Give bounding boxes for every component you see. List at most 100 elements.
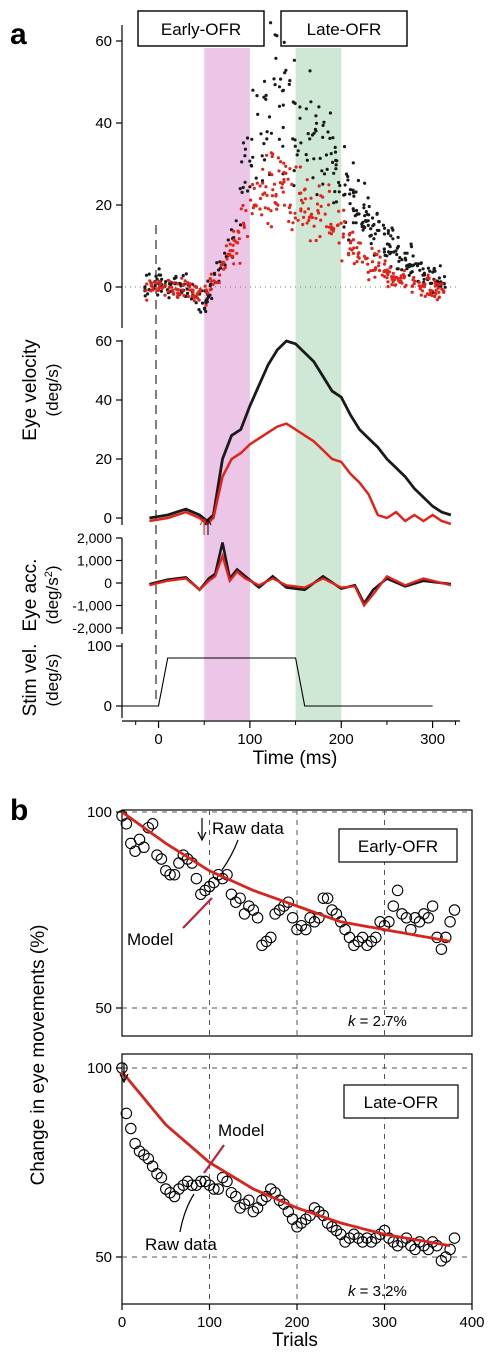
trial-point (171, 290, 175, 294)
early-raw-point (440, 931, 452, 944)
trial-point (403, 285, 407, 289)
trial-point (355, 260, 359, 264)
early-raw-point (203, 880, 216, 893)
trial-point (396, 267, 400, 271)
late-raw-point (212, 1183, 225, 1195)
trial-point (147, 272, 151, 276)
trial-point (362, 203, 366, 207)
trial-point (196, 291, 200, 295)
early-raw-point (396, 908, 408, 920)
trial-point (249, 198, 253, 202)
trial-point (400, 281, 404, 285)
trial-point (181, 283, 185, 288)
trial-point (386, 250, 391, 254)
trial-point (352, 262, 356, 266)
early-raw-point (326, 904, 338, 916)
stimulus-plot: 100 0 (87, 638, 433, 718)
trial-point (314, 216, 318, 220)
trial-point (385, 268, 389, 272)
trial-point (288, 211, 292, 215)
trial-point (383, 269, 387, 273)
trial-point (259, 132, 263, 136)
trial-point (170, 285, 174, 289)
trial-point (144, 273, 149, 277)
trial-point (390, 277, 394, 281)
trial-point (392, 250, 396, 254)
trial-point (327, 189, 331, 193)
trial-point (389, 234, 393, 238)
trial-point (163, 283, 167, 287)
trial-point (232, 229, 236, 233)
trial-point (366, 219, 370, 223)
late-raw-point (273, 1194, 286, 1207)
trial-point (196, 296, 200, 300)
trial-point (299, 207, 303, 211)
trial-point (338, 183, 342, 188)
trial-point (435, 279, 440, 283)
trial-point (262, 142, 266, 146)
trial-point (222, 267, 226, 271)
mean-velocity-red-line (149, 422, 452, 526)
trial-point (348, 188, 352, 192)
trial-point (243, 147, 247, 151)
early-raw-point (361, 939, 373, 952)
panel-b-y-label: Change in eye movements (%) (28, 925, 49, 1186)
trial-point (167, 279, 171, 283)
trial-point (273, 201, 277, 205)
trial-point (402, 274, 407, 278)
trial-point (239, 207, 243, 211)
trial-point (245, 136, 250, 140)
trial-point (405, 267, 409, 271)
trial-point (235, 251, 239, 255)
trial-point (154, 274, 158, 278)
trial-point (283, 71, 287, 75)
trial-point (361, 220, 365, 224)
early-raw-point (374, 916, 386, 928)
trial-point (292, 169, 296, 173)
trial-point (248, 159, 252, 163)
trial-point (294, 165, 298, 169)
trial-point (293, 144, 297, 148)
trial-point (280, 186, 284, 190)
trial-point (421, 267, 425, 271)
trial-point (437, 276, 441, 280)
trial-point (385, 276, 389, 280)
trial-point (347, 253, 351, 257)
trial-point (355, 208, 359, 213)
trial-point (327, 225, 332, 229)
trial-point (348, 192, 352, 196)
trial-point (270, 173, 274, 177)
trial-point (360, 260, 365, 264)
trial-point (205, 291, 209, 295)
trial-point (303, 197, 307, 201)
trial-point (412, 275, 416, 280)
trial-point (436, 282, 440, 286)
trials-axis-label: Trials (272, 1330, 318, 1351)
trial-point (272, 182, 277, 186)
trial-point (291, 137, 295, 141)
trial-point (286, 177, 290, 181)
trial-point (304, 107, 308, 111)
trial-point (232, 262, 236, 266)
trial-point (425, 292, 429, 296)
late-raw-point (247, 1205, 260, 1218)
early-raw-data-label: Raw data (212, 819, 284, 838)
trial-point (369, 242, 373, 246)
trial-point (238, 223, 243, 227)
trial-point (319, 218, 323, 222)
trial-point (311, 176, 315, 180)
trial-point (437, 295, 441, 299)
trial-point (402, 269, 406, 273)
stim-y-tick-0: 100 (87, 638, 112, 655)
trial-point (251, 155, 255, 159)
trial-point (431, 270, 435, 274)
trial-point (256, 112, 260, 116)
panel-letter-a: a (10, 18, 27, 51)
trial-point (420, 289, 424, 293)
late-raw-point (444, 1243, 456, 1256)
trial-point (342, 225, 346, 229)
late-raw-point (146, 1160, 159, 1173)
trial-point (166, 289, 170, 294)
late-raw-point (383, 1232, 395, 1244)
trial-point (281, 144, 285, 148)
